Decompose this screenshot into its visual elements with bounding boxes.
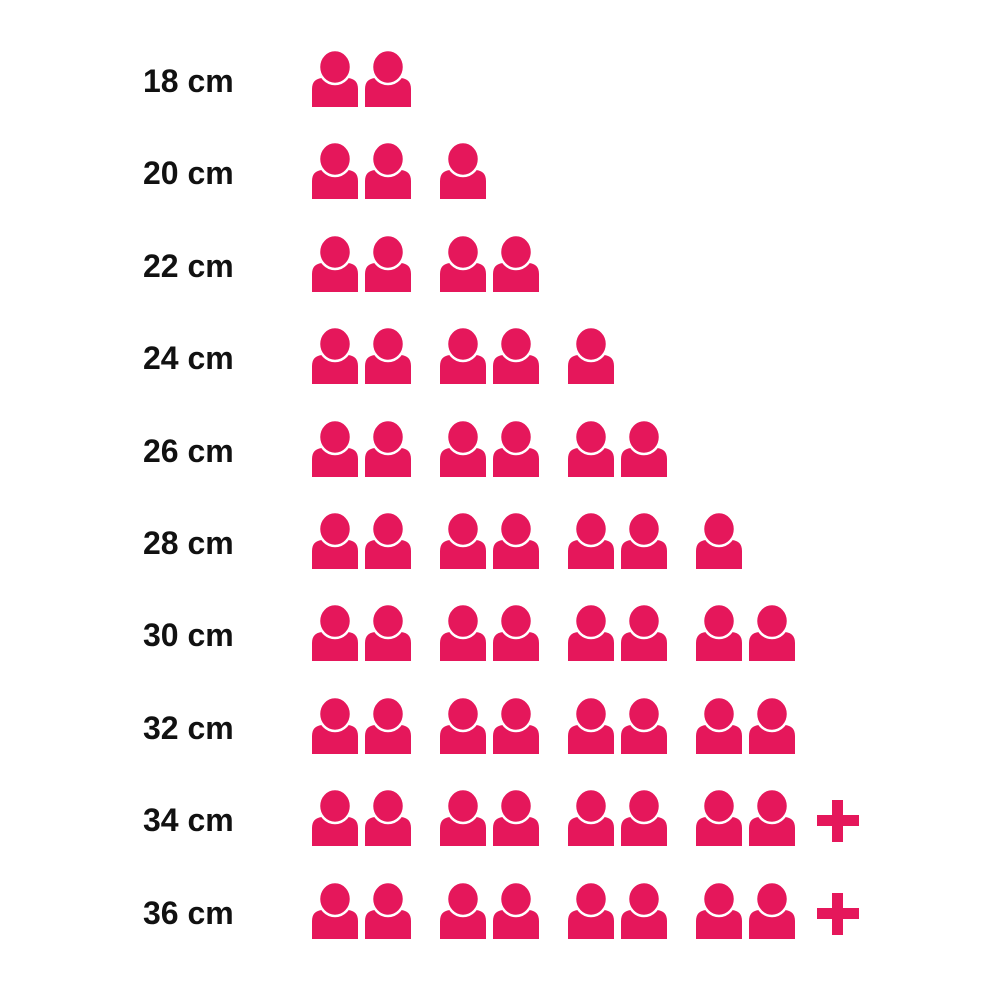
pictogram-row: 20 cm [0,141,1000,203]
person-icon [493,418,539,477]
person-icon [440,233,486,292]
pictogram-row: 22 cm [0,233,1000,296]
person-icon [365,880,411,939]
pictogram-row: 26 cm [0,418,1000,481]
person-icon [621,603,667,662]
row-label: 32 cm [143,709,234,746]
person-icon [749,787,795,847]
person-icon [312,48,358,107]
person-icon [621,787,667,847]
row-label: 34 cm [143,802,234,839]
person-icon [312,418,358,477]
person-icon [440,418,486,477]
person-icon [749,695,795,754]
person-icon [312,787,358,847]
person-icon [493,880,539,939]
row-label: 28 cm [143,525,234,561]
pictogram-row: 30 cm [0,603,1000,665]
row-label: 22 cm [143,247,234,284]
person-icon [749,603,795,662]
person-icon [493,603,539,662]
pictogram-row: 24 cm [0,325,1000,388]
person-icon [493,787,539,847]
person-icon [493,510,539,569]
person-icon [365,787,411,847]
person-icon [621,418,667,477]
person-icon [696,787,742,847]
person-icon [312,510,358,569]
plus-icon [817,800,859,843]
person-icon [365,418,411,477]
person-icon [493,233,539,292]
person-icon [440,510,486,569]
pictogram-row: 36 cm [0,880,1000,943]
person-icon [365,510,411,569]
person-icon [365,48,411,107]
pictogram-row: 28 cm [0,510,1000,573]
person-icon [312,603,358,662]
person-icon [493,325,539,385]
person-icon [365,695,411,754]
person-icon [696,603,742,662]
person-icon [696,510,742,569]
person-icon [365,233,411,292]
pictogram-row: 34 cm [0,787,1000,850]
person-icon [440,880,486,939]
person-icon [365,141,411,200]
person-icon [749,880,795,939]
person-icon [568,418,614,477]
person-icon [365,325,411,385]
person-icon [621,880,667,939]
row-label: 20 cm [143,155,234,192]
person-icon [440,787,486,847]
person-icon [312,325,358,385]
row-label: 18 cm [143,63,234,99]
person-icon [568,510,614,569]
person-icon [312,141,358,200]
pictogram-row: 18 cm [0,48,1000,111]
row-label: 30 cm [143,617,234,654]
person-icon [440,603,486,662]
row-label: 36 cm [143,894,234,931]
plus-icon [817,892,859,935]
person-icon [568,880,614,939]
person-icon [312,880,358,939]
row-label: 26 cm [143,432,234,469]
person-icon [365,603,411,662]
row-label: 24 cm [143,340,234,377]
person-icon [696,695,742,754]
person-icon [568,325,614,385]
pictogram-row: 32 cm [0,695,1000,758]
person-icon [312,695,358,754]
person-icon [621,695,667,754]
person-icon [440,695,486,754]
person-icon [312,233,358,292]
person-icon [621,510,667,569]
person-icon [568,787,614,847]
person-icon [568,695,614,754]
person-icon [696,880,742,939]
person-icon [440,141,486,200]
person-icon [440,325,486,385]
person-icon [568,603,614,662]
person-icon [493,695,539,754]
